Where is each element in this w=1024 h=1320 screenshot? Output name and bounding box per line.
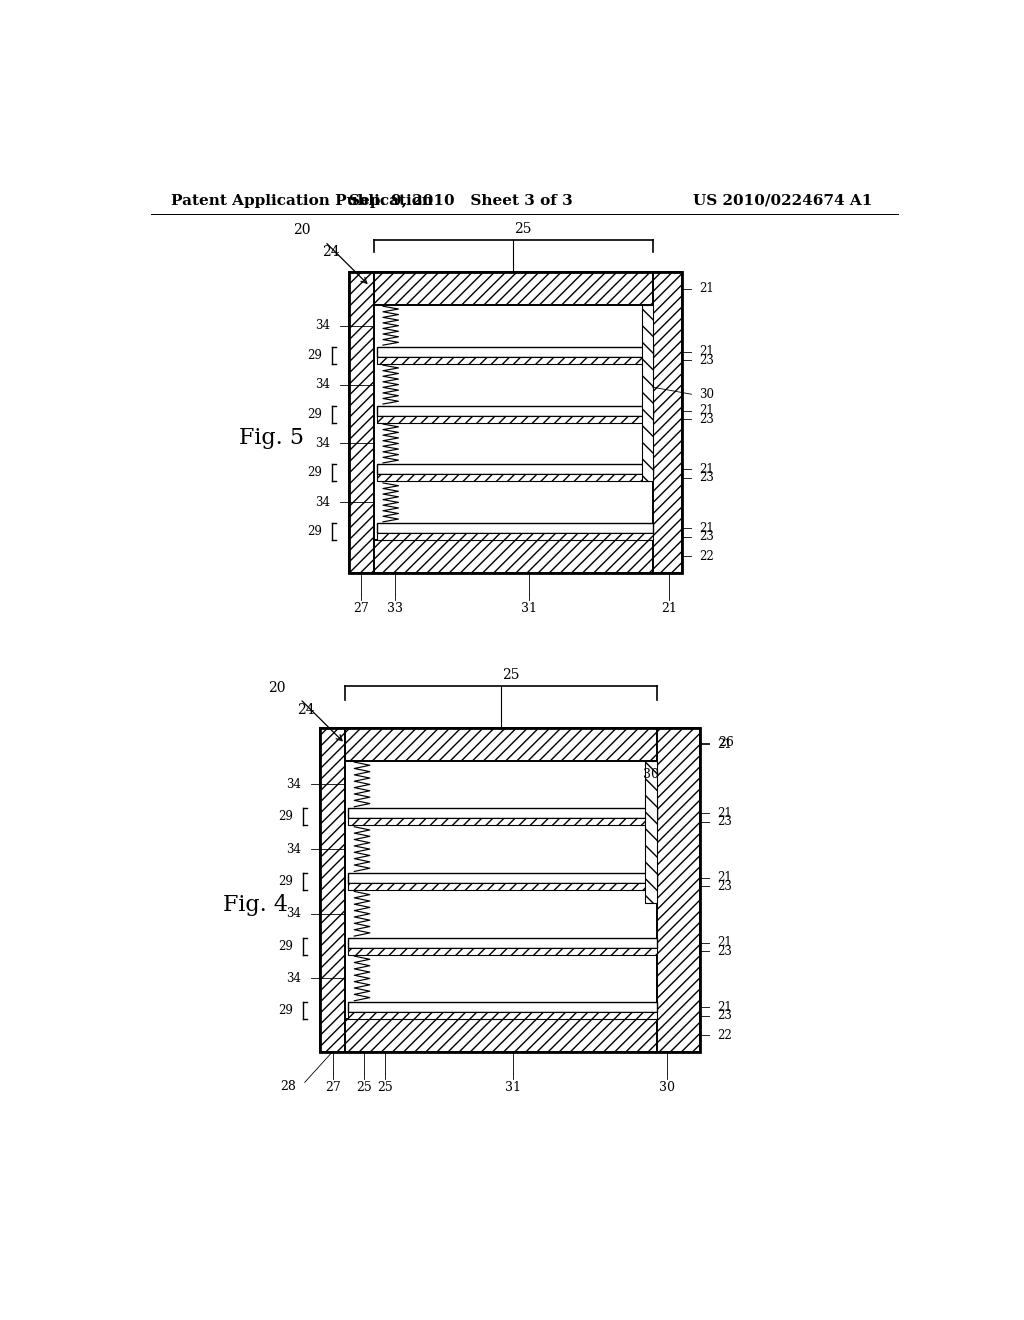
Text: 21: 21 bbox=[699, 404, 715, 417]
Text: 33: 33 bbox=[387, 602, 403, 615]
Bar bbox=[321, 729, 700, 760]
Text: 21: 21 bbox=[718, 871, 732, 884]
Text: 30: 30 bbox=[699, 388, 715, 401]
Bar bbox=[348, 818, 657, 825]
Bar bbox=[348, 883, 657, 890]
Text: 25: 25 bbox=[502, 668, 519, 682]
Bar bbox=[348, 1002, 657, 1012]
Bar bbox=[348, 808, 657, 818]
Text: 24: 24 bbox=[323, 244, 340, 259]
Bar bbox=[377, 405, 652, 416]
Bar bbox=[348, 937, 657, 948]
Text: 29: 29 bbox=[307, 466, 323, 479]
Text: 34: 34 bbox=[287, 777, 301, 791]
Text: 23: 23 bbox=[718, 816, 732, 828]
Text: 21: 21 bbox=[699, 463, 715, 477]
Text: 27: 27 bbox=[353, 602, 369, 615]
Text: 29: 29 bbox=[279, 940, 294, 953]
Text: 21: 21 bbox=[718, 738, 732, 751]
Bar bbox=[349, 540, 682, 573]
Bar bbox=[652, 272, 682, 573]
Text: 34: 34 bbox=[287, 842, 301, 855]
Text: Patent Application Publication: Patent Application Publication bbox=[171, 194, 432, 207]
Bar bbox=[377, 356, 652, 363]
Text: 21: 21 bbox=[699, 282, 715, 296]
Text: 27: 27 bbox=[325, 1081, 340, 1093]
Text: 22: 22 bbox=[699, 550, 715, 564]
Text: 34: 34 bbox=[315, 319, 330, 333]
Bar bbox=[321, 1019, 700, 1052]
Text: 29: 29 bbox=[279, 810, 294, 824]
Text: 30: 30 bbox=[643, 768, 659, 781]
Text: 23: 23 bbox=[699, 471, 715, 484]
Text: 30: 30 bbox=[658, 1081, 675, 1093]
Bar bbox=[377, 533, 652, 540]
Bar bbox=[348, 873, 657, 883]
Text: 20: 20 bbox=[293, 223, 310, 238]
Text: 29: 29 bbox=[307, 525, 323, 539]
Bar bbox=[377, 347, 652, 356]
Bar bbox=[377, 524, 652, 533]
Text: Fig. 5: Fig. 5 bbox=[239, 426, 304, 449]
Text: 34: 34 bbox=[315, 496, 330, 510]
Bar bbox=[377, 416, 652, 422]
Text: 29: 29 bbox=[279, 1005, 294, 1018]
Bar bbox=[349, 272, 682, 305]
Text: 20: 20 bbox=[268, 681, 286, 696]
Text: 34: 34 bbox=[315, 378, 330, 391]
Text: 29: 29 bbox=[279, 875, 294, 888]
Text: 21: 21 bbox=[718, 1001, 732, 1014]
Text: US 2010/0224674 A1: US 2010/0224674 A1 bbox=[692, 194, 872, 207]
Text: 23: 23 bbox=[699, 354, 715, 367]
Text: 22: 22 bbox=[718, 1028, 732, 1041]
Text: 29: 29 bbox=[307, 348, 323, 362]
Text: 29: 29 bbox=[307, 408, 323, 421]
Text: 34: 34 bbox=[287, 907, 301, 920]
Bar bbox=[348, 1012, 657, 1019]
Text: 23: 23 bbox=[718, 945, 732, 957]
Text: 25: 25 bbox=[514, 222, 531, 236]
Bar bbox=[657, 729, 700, 1052]
Text: 24: 24 bbox=[297, 702, 315, 717]
Text: 28: 28 bbox=[280, 1080, 296, 1093]
Text: 21: 21 bbox=[718, 936, 732, 949]
Bar bbox=[321, 729, 345, 1052]
Bar bbox=[321, 729, 700, 1052]
Bar bbox=[348, 948, 657, 954]
Text: Sep. 9, 2010   Sheet 3 of 3: Sep. 9, 2010 Sheet 3 of 3 bbox=[349, 194, 573, 207]
Text: 31: 31 bbox=[520, 602, 537, 615]
Text: 21: 21 bbox=[699, 521, 715, 535]
Text: 23: 23 bbox=[718, 880, 732, 892]
Text: 23: 23 bbox=[699, 413, 715, 425]
Text: 31: 31 bbox=[505, 1081, 521, 1093]
Text: 26: 26 bbox=[719, 737, 734, 750]
Text: 25: 25 bbox=[356, 1081, 373, 1093]
Text: 21: 21 bbox=[718, 807, 732, 820]
Text: 34: 34 bbox=[315, 437, 330, 450]
Bar bbox=[349, 272, 374, 573]
Bar bbox=[377, 465, 652, 474]
Bar bbox=[349, 272, 682, 573]
Text: 34: 34 bbox=[287, 972, 301, 985]
Text: Fig. 4: Fig. 4 bbox=[223, 895, 289, 916]
Text: 21: 21 bbox=[699, 345, 715, 358]
Bar bbox=[377, 474, 652, 482]
Text: 23: 23 bbox=[718, 1010, 732, 1022]
Text: 21: 21 bbox=[662, 602, 677, 615]
Bar bbox=[642, 305, 652, 482]
Text: 23: 23 bbox=[699, 531, 715, 544]
Text: 25: 25 bbox=[378, 1081, 393, 1093]
Bar bbox=[645, 760, 657, 903]
